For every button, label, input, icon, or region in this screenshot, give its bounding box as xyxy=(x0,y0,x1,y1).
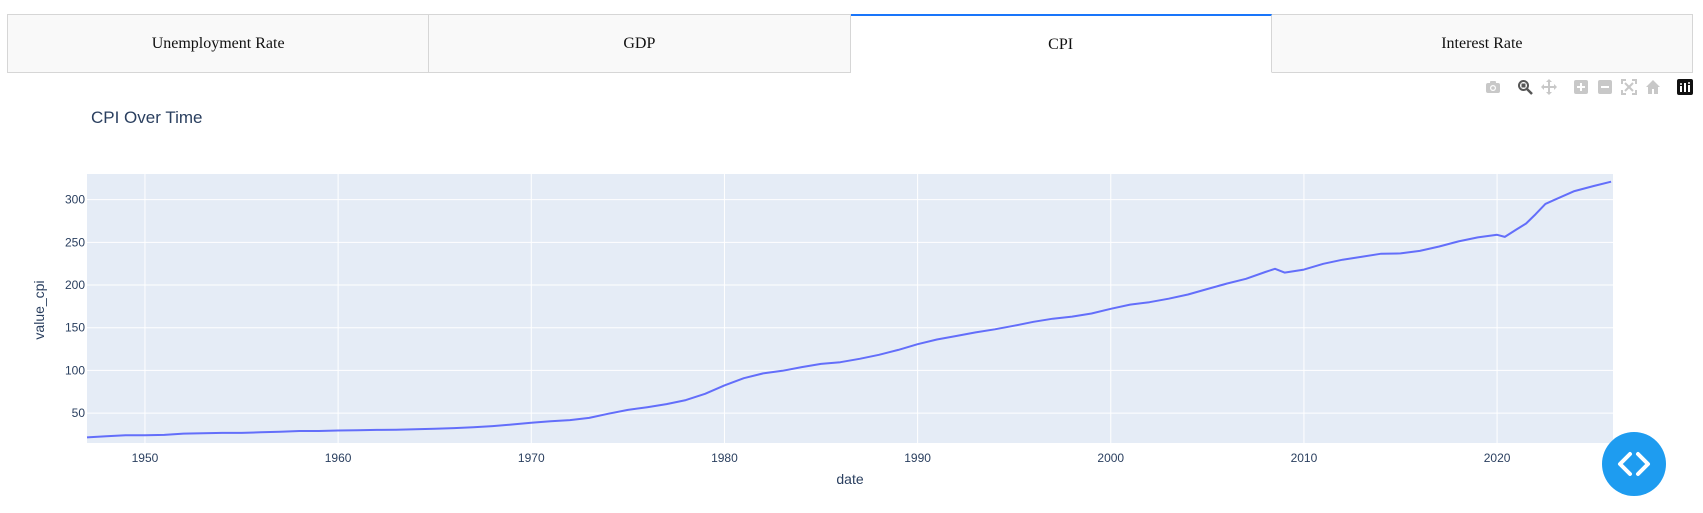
tab-interest-rate[interactable]: Interest Rate xyxy=(1271,14,1693,73)
tab-cpi[interactable]: CPI xyxy=(850,14,1272,73)
tab-bar: Unemployment Rate GDP CPI Interest Rate xyxy=(7,14,1693,73)
x-tick-label: 1960 xyxy=(325,451,352,465)
chart-title: CPI Over Time xyxy=(91,108,202,127)
zoom-icon[interactable] xyxy=(1517,79,1533,95)
y-tick-label: 300 xyxy=(65,193,85,207)
x-tick-label: 1970 xyxy=(518,451,545,465)
y-axis-label: value_cpi xyxy=(31,280,47,339)
x-tick-label: 2000 xyxy=(1097,451,1124,465)
y-tick-label: 100 xyxy=(65,363,85,377)
x-axis-label: date xyxy=(836,471,863,487)
plot-area[interactable] xyxy=(87,174,1613,443)
tab-unemployment-rate[interactable]: Unemployment Rate xyxy=(7,14,430,73)
grid-lines xyxy=(87,174,1613,443)
code-toggle-button[interactable] xyxy=(1602,432,1666,496)
zoom-in-icon[interactable] xyxy=(1573,79,1589,95)
y-tick-label: 50 xyxy=(72,406,86,420)
autoscale-icon[interactable] xyxy=(1621,79,1637,95)
x-tick-label: 2020 xyxy=(1484,451,1511,465)
y-tick-label: 150 xyxy=(65,321,85,335)
y-tick-label: 250 xyxy=(65,235,85,249)
modebar xyxy=(1477,78,1693,96)
plotly-logo-icon[interactable] xyxy=(1677,79,1693,95)
camera-icon[interactable] xyxy=(1485,79,1501,95)
x-tick-label: 2010 xyxy=(1291,451,1318,465)
x-tick-label: 1980 xyxy=(711,451,738,465)
x-tick-label: 1990 xyxy=(904,451,931,465)
x-axis-ticks: 1950 1960 1970 1980 1990 2000 2010 2020 xyxy=(132,451,1511,465)
pan-icon[interactable] xyxy=(1541,79,1557,95)
x-tick-label: 1950 xyxy=(132,451,159,465)
code-icon xyxy=(1618,452,1650,476)
zoom-out-icon[interactable] xyxy=(1597,79,1613,95)
tab-gdp[interactable]: GDP xyxy=(429,14,851,73)
y-axis-ticks: 50 100 150 200 250 300 xyxy=(65,193,85,420)
home-icon[interactable] xyxy=(1645,79,1661,95)
y-tick-label: 200 xyxy=(65,278,85,292)
cpi-series-line xyxy=(86,180,1612,439)
